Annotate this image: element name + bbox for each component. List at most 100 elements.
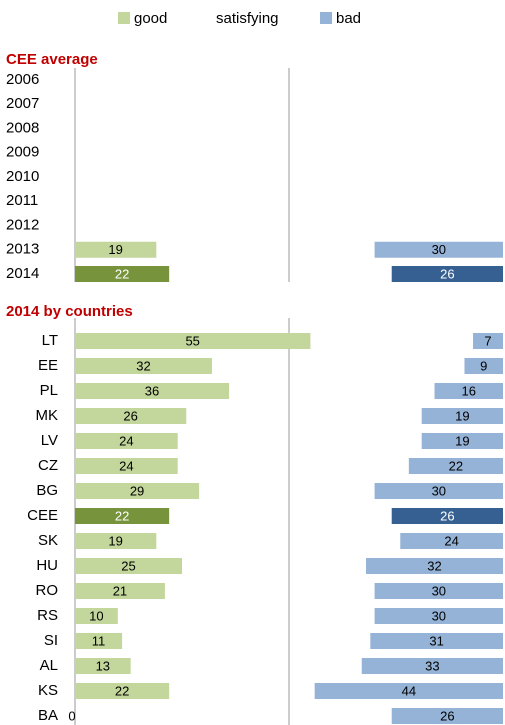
category-label: BA (38, 707, 58, 724)
value-label: 26 (440, 266, 454, 281)
value-label: 24 (444, 533, 458, 548)
legend-label: satisfying (216, 10, 279, 27)
bar (421, 408, 503, 424)
bar (75, 241, 157, 258)
value-label: 55 (185, 333, 199, 348)
bar (408, 458, 503, 474)
value-label: 26 (123, 408, 137, 423)
value-label: 33 (425, 658, 439, 673)
bar (75, 433, 178, 449)
bar (400, 533, 503, 549)
category-label: 2014 (6, 265, 39, 282)
category-label: 2009 (6, 144, 39, 161)
bar (75, 383, 230, 399)
category-label: SI (44, 632, 58, 649)
bar (75, 533, 157, 549)
category-label: RS (37, 607, 58, 624)
value-label: 10 (89, 608, 103, 623)
bar (366, 558, 503, 574)
value-label: 32 (427, 558, 441, 573)
panel-title: 2014 by countries (6, 303, 133, 320)
value-label: 22 (115, 683, 129, 698)
bar (434, 383, 503, 399)
bar (391, 708, 503, 724)
category-label: SK (38, 532, 58, 549)
bar (421, 433, 503, 449)
legend-label: bad (336, 10, 361, 27)
bar (464, 358, 503, 374)
category-label: 2013 (6, 241, 39, 258)
category-label: PL (40, 382, 58, 399)
value-label: 44 (402, 683, 416, 698)
category-label: 2012 (6, 216, 39, 233)
category-label: BG (36, 482, 58, 499)
value-label: 36 (145, 383, 159, 398)
value-label: 7 (484, 333, 491, 348)
bar (314, 683, 503, 699)
value-label: 13 (96, 658, 110, 673)
category-label: 2010 (6, 168, 39, 185)
bar (374, 583, 503, 599)
value-label: 30 (432, 242, 446, 257)
value-label: 22 (115, 508, 129, 523)
value-label: 19 (108, 533, 122, 548)
value-label: 19 (108, 242, 122, 257)
value-label: 30 (432, 483, 446, 498)
category-label: 2006 (6, 71, 39, 88)
category-label: EE (38, 357, 58, 374)
category-label: LT (42, 332, 58, 349)
bar (75, 266, 170, 282)
category-label: MK (36, 407, 59, 424)
value-label: 30 (432, 583, 446, 598)
category-label: HU (36, 557, 58, 574)
bar (75, 583, 165, 599)
bar (75, 508, 170, 524)
value-label: 21 (113, 583, 127, 598)
value-label: 26 (440, 508, 454, 523)
bar (75, 408, 187, 424)
bar (473, 333, 503, 349)
bar (391, 508, 503, 524)
category-label: RO (36, 582, 59, 599)
bar (75, 633, 123, 649)
value-label: 25 (121, 558, 135, 573)
value-label: 26 (440, 708, 454, 723)
legend-swatch (118, 12, 130, 24)
category-label: KS (38, 682, 58, 699)
category-label: 2007 (6, 95, 39, 112)
value-label: 19 (455, 433, 469, 448)
legend-swatch (320, 12, 332, 24)
legend-label: good (134, 10, 167, 27)
bar (374, 608, 503, 624)
value-label: 22 (115, 266, 129, 281)
value-label: 11 (92, 633, 106, 648)
bar (370, 633, 503, 649)
value-label: 22 (449, 458, 463, 473)
bar (75, 608, 118, 624)
bar (75, 658, 131, 674)
value-label: 9 (480, 358, 487, 373)
panel-title: CEE average (6, 51, 98, 68)
bar (374, 483, 503, 499)
bar (75, 358, 212, 374)
bar (75, 458, 178, 474)
bar (75, 558, 182, 574)
category-label: CEE (27, 507, 58, 524)
category-label: LV (41, 432, 58, 449)
bar (391, 266, 503, 282)
bar (75, 483, 200, 499)
value-label: 30 (432, 608, 446, 623)
value-label: 16 (462, 383, 476, 398)
category-label: CZ (38, 457, 58, 474)
value-label: 24 (119, 433, 133, 448)
bar (361, 658, 503, 674)
value-label: 0 (68, 708, 75, 723)
bar (374, 241, 503, 258)
value-label: 32 (136, 358, 150, 373)
value-label: 29 (130, 483, 144, 498)
value-label: 19 (455, 408, 469, 423)
category-label: 2008 (6, 119, 39, 136)
bar (75, 333, 311, 349)
bar (75, 683, 170, 699)
